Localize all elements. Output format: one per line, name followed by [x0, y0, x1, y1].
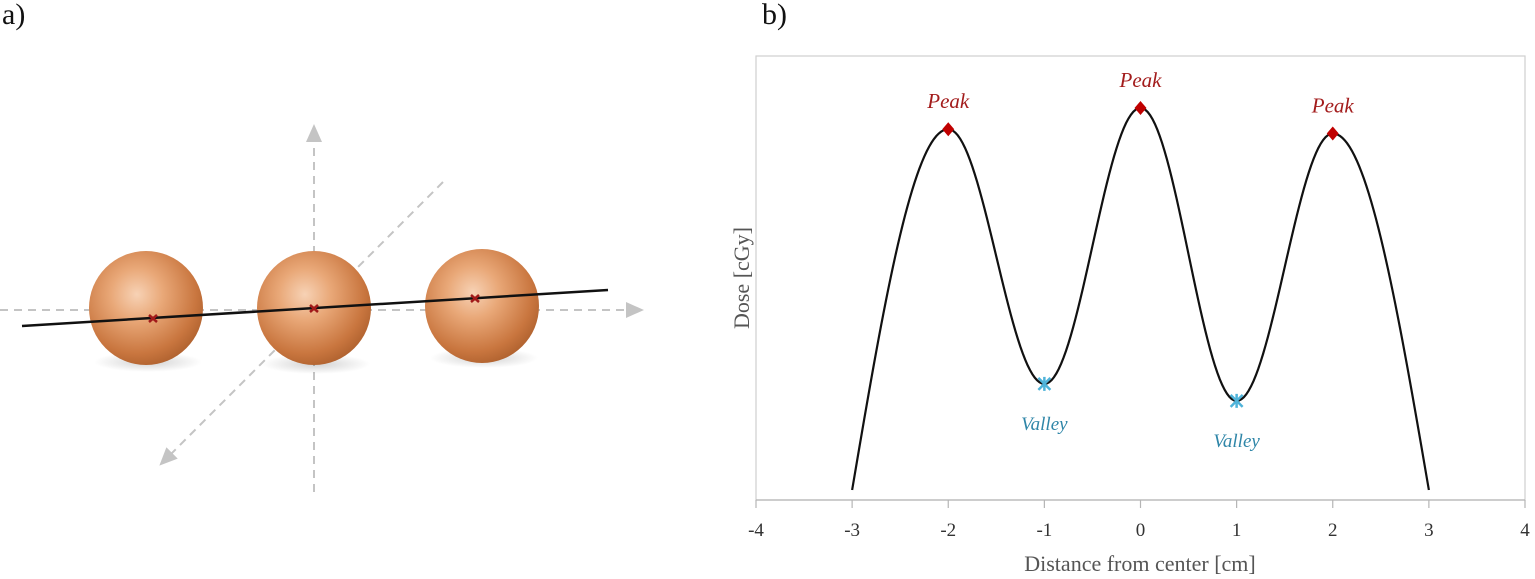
peak-marker [1326, 126, 1339, 141]
x-tick-label: 1 [1232, 520, 1242, 541]
x-tick-label: 0 [1136, 520, 1146, 541]
dose-curve [851, 106, 1430, 491]
x-tick-label: 4 [1520, 520, 1530, 541]
x-tick-label: -1 [1036, 520, 1052, 541]
curve-layer [851, 106, 1430, 491]
sphere-center-marker-right [470, 294, 480, 303]
x-axis-title: Distance from center [cm] [1024, 551, 1256, 576]
panel-label-b: b) [762, 0, 787, 31]
y-axis-title: Dose [cGy] [729, 227, 754, 329]
x-tick-label: 3 [1424, 520, 1434, 541]
x-tick-label: -3 [844, 520, 860, 541]
sphere-left [89, 251, 203, 365]
peak-marker [1134, 101, 1147, 115]
plot-frame [755, 55, 1526, 501]
valley-marker [1229, 393, 1244, 408]
x-tick-label: -4 [748, 520, 764, 541]
valley-label: Valley [1213, 431, 1260, 452]
peak-label: Peak [1119, 68, 1163, 92]
x-axis: -4 -3 -2 -1 0 1 2 3 4 [748, 499, 1530, 541]
peak-label: Peak [926, 89, 970, 113]
valley-label: Valley [1021, 414, 1068, 435]
marker-layer: Peak Peak Peak Valley Valley [926, 68, 1354, 452]
sphere-center-marker-left [148, 314, 158, 323]
peak-marker [942, 122, 955, 137]
panel-label-a: a) [2, 0, 26, 31]
sphere-center-marker-center [309, 304, 319, 313]
sphere-schematic [0, 124, 644, 492]
valley-marker [1037, 376, 1052, 391]
peak-label: Peak [1311, 93, 1355, 117]
sphere-right [425, 249, 539, 363]
x-tick-label: -2 [940, 520, 956, 541]
x-tick-label: 2 [1328, 520, 1338, 541]
plot-area-border [755, 55, 1526, 501]
